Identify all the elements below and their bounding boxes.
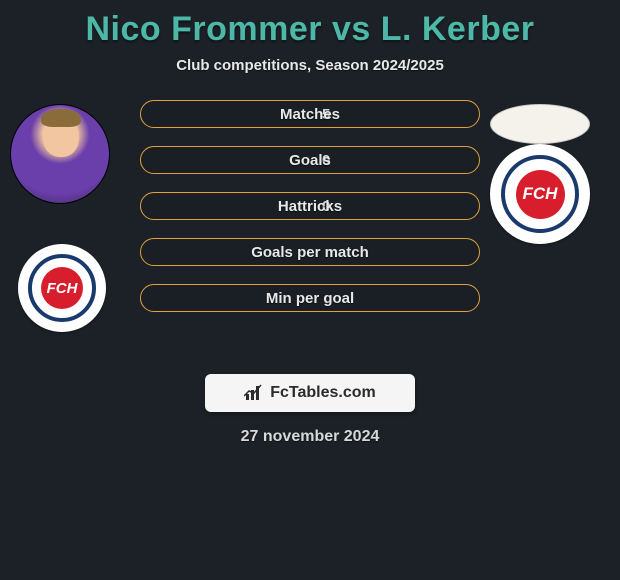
player-left-club-badge: FCH xyxy=(18,244,106,332)
player-left-photo xyxy=(10,104,110,204)
stat-rows: Matches 5 Goals 0 Hattricks 0 Goals per … xyxy=(140,100,480,330)
stat-label: Min per goal xyxy=(141,290,479,307)
date-label: 27 november 2024 xyxy=(0,428,620,446)
stat-right-value: 5 xyxy=(310,106,479,123)
club-badge-text: FCH xyxy=(516,170,565,219)
stat-row: Matches 5 xyxy=(140,100,480,128)
stat-label: Goals per match xyxy=(141,244,479,261)
brand-text: FcTables.com xyxy=(270,384,376,402)
player-right-photo xyxy=(490,104,590,144)
brand-pill[interactable]: FcTables.com xyxy=(205,374,415,412)
stat-right-value: 0 xyxy=(310,198,479,215)
comparison-panel: FCH FCH Matches 5 Goals 0 Hattricks 0 Go… xyxy=(0,104,620,364)
stat-row: Goals 0 xyxy=(140,146,480,174)
stat-right-value: 0 xyxy=(310,152,479,169)
page-title: Nico Frommer vs L. Kerber xyxy=(0,0,620,49)
stat-row: Hattricks 0 xyxy=(140,192,480,220)
stat-row: Min per goal xyxy=(140,284,480,312)
bar-chart-icon xyxy=(244,384,264,402)
club-badge-text: FCH xyxy=(41,267,83,309)
subtitle: Club competitions, Season 2024/2025 xyxy=(0,57,620,74)
player-right-club-badge: FCH xyxy=(490,144,590,244)
stat-row: Goals per match xyxy=(140,238,480,266)
